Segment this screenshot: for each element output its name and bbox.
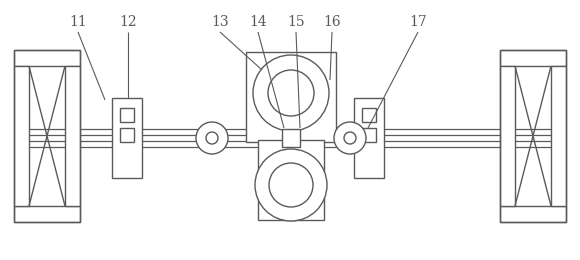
- Text: 16: 16: [323, 15, 341, 29]
- Bar: [14, 66, 29, 206]
- Bar: [500, 50, 566, 222]
- Circle shape: [196, 122, 228, 154]
- Text: 14: 14: [249, 15, 267, 29]
- Circle shape: [334, 122, 366, 154]
- Bar: [14, 206, 80, 222]
- Bar: [14, 50, 80, 66]
- Bar: [551, 66, 566, 206]
- Circle shape: [255, 149, 327, 221]
- Text: 15: 15: [287, 15, 305, 29]
- Text: 13: 13: [211, 15, 229, 29]
- Text: 12: 12: [119, 15, 137, 29]
- Circle shape: [269, 163, 313, 207]
- Bar: [65, 66, 80, 206]
- Circle shape: [206, 132, 218, 144]
- Bar: [354, 98, 384, 178]
- Bar: [282, 129, 300, 147]
- Circle shape: [253, 55, 329, 131]
- Bar: [362, 108, 376, 122]
- Bar: [112, 98, 142, 178]
- Bar: [14, 50, 80, 222]
- Bar: [500, 66, 515, 206]
- Text: 11: 11: [69, 15, 87, 29]
- Bar: [362, 128, 376, 142]
- Circle shape: [268, 70, 314, 116]
- Bar: [500, 50, 566, 66]
- Bar: [120, 108, 134, 122]
- Circle shape: [344, 132, 356, 144]
- Bar: [258, 140, 324, 220]
- Text: 17: 17: [409, 15, 427, 29]
- Bar: [246, 52, 336, 142]
- Bar: [120, 128, 134, 142]
- Bar: [500, 206, 566, 222]
